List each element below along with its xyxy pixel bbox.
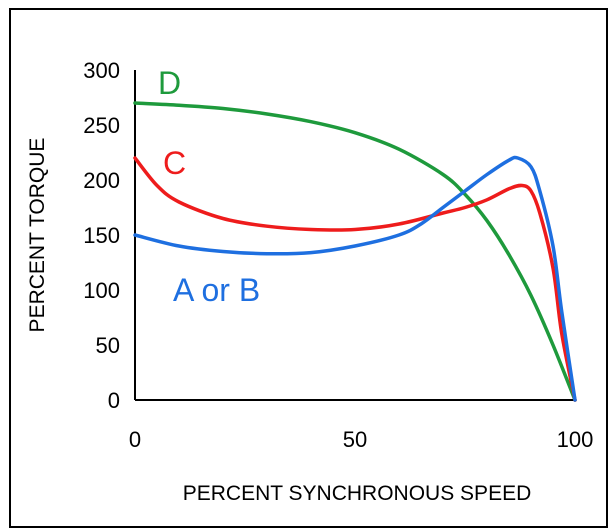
torque-speed-chart: 0 50 100 150 200 250 300 0 50 100 D C A or B PER… — [26, 58, 594, 505]
series-line-a-or-b — [133, 155, 577, 402]
y-axis-label: PERCENT TORQUE — [26, 138, 49, 333]
x-tick-label: 50 — [343, 427, 367, 452]
series-label-a-or-b: A or B — [173, 272, 260, 308]
y-tick-label: 0 — [108, 388, 120, 413]
chart-frame — [9, 8, 608, 528]
series-line-c — [133, 156, 577, 402]
x-axis-label: PERCENT SYNCHRONOUS SPEED — [183, 482, 532, 505]
y-tick-label: 100 — [83, 278, 120, 303]
y-tick-label: 250 — [83, 113, 120, 138]
x-tick-label: 0 — [129, 427, 141, 452]
y-tick-label: 300 — [83, 58, 120, 83]
y-tick-label: 200 — [83, 168, 120, 193]
series-line-d — [133, 101, 577, 402]
y-tick-label: 150 — [83, 223, 120, 248]
x-tick-label: 100 — [557, 427, 594, 452]
series-label-c: C — [163, 145, 186, 181]
series-label-d: D — [158, 65, 181, 101]
y-tick-label: 50 — [96, 333, 120, 358]
